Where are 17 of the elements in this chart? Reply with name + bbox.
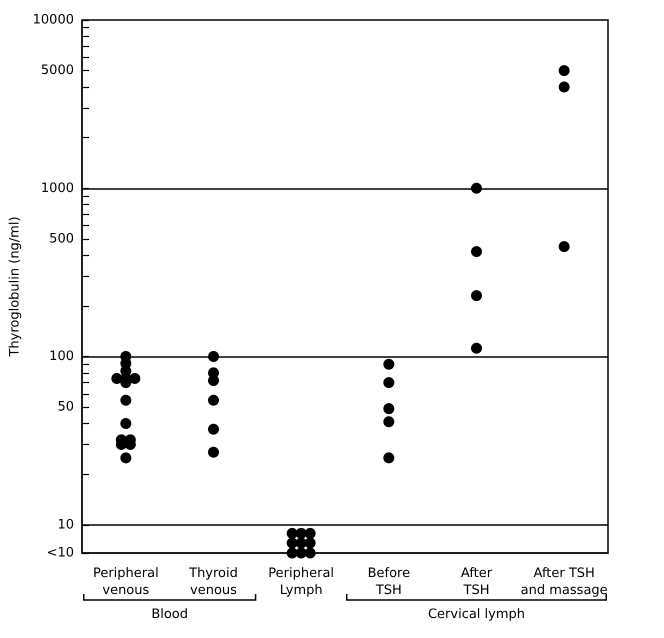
x-tick-label: After TSH: [460, 566, 493, 598]
x-tick-label: After TSH and massage: [520, 566, 608, 598]
x-tick-label: Thyroid venous: [188, 566, 238, 598]
y-tick-label: 500: [49, 231, 74, 246]
text: Cervical lymph: [428, 607, 526, 622]
y-tick-label: 5000: [40, 63, 74, 78]
y-tick-label: 1000: [40, 180, 74, 196]
y-tick-label: <10: [46, 546, 74, 560]
text: Blood: [151, 607, 188, 622]
y-axis-title: Thyroglobulin (ng/ml): [8, 216, 23, 358]
x-tick-label: Peripheral venous: [92, 566, 159, 598]
y-tick-label: 50: [57, 400, 74, 415]
x-tick-label: Before TSH: [368, 566, 410, 598]
x-tick-label: Peripheral Lymph: [268, 566, 334, 598]
y-tick-label: 10000: [32, 12, 74, 28]
y-tick-label: 10: [57, 517, 74, 532]
y-tick-label: 100: [49, 349, 74, 364]
